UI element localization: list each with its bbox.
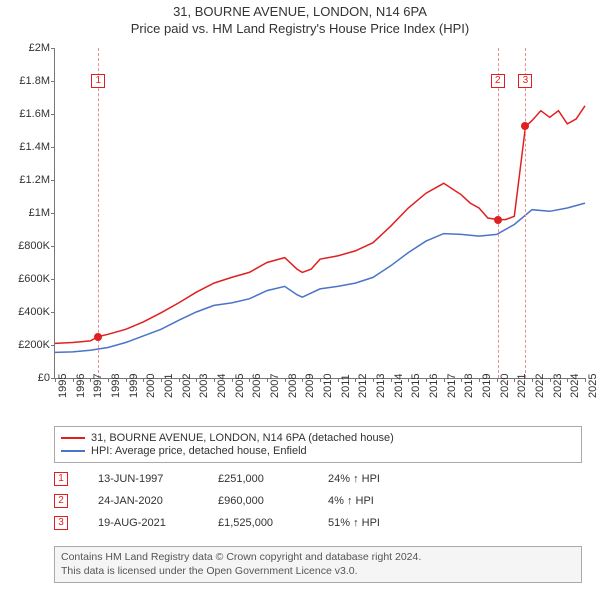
x-tick-label: 1997: [92, 374, 104, 398]
marker-box: 3: [518, 74, 532, 88]
marker-vline: [525, 48, 526, 378]
x-tick-label: 2022: [534, 374, 546, 398]
x-tick-label: 2009: [304, 374, 316, 398]
price_paid-line: [55, 106, 585, 344]
legend-label: HPI: Average price, detached house, Enfi…: [91, 445, 307, 457]
x-tick-label: 2011: [340, 374, 352, 398]
x-tick-label: 2010: [322, 374, 334, 398]
x-tick-label: 2006: [251, 374, 263, 398]
sale-date: 24-JAN-2020: [98, 495, 218, 507]
sale-row: 2 24-JAN-2020£960,0004% ↑ HPI: [54, 490, 428, 512]
sale-diff: 24% ↑ HPI: [328, 473, 428, 485]
marker-vline: [98, 48, 99, 378]
sale-date: 19-AUG-2021: [98, 517, 218, 529]
attribution-line-1: Contains HM Land Registry data © Crown c…: [61, 551, 575, 565]
sale-point: [94, 333, 102, 341]
legend-item: 31, BOURNE AVENUE, LONDON, N14 6PA (deta…: [61, 432, 575, 444]
y-tick-label: £1.8M: [19, 75, 50, 87]
x-tick-label: 2020: [499, 374, 511, 398]
x-tick-label: 1998: [110, 374, 122, 398]
sale-row: 3 19-AUG-2021£1,525,00051% ↑ HPI: [54, 512, 428, 534]
legend-swatch: [61, 437, 85, 439]
x-tick-label: 2000: [145, 374, 157, 398]
sale-badge: 2: [54, 494, 68, 508]
sale-diff: 51% ↑ HPI: [328, 517, 428, 529]
x-tick-label: 2015: [410, 374, 422, 398]
sale-badge: 1: [54, 472, 68, 486]
sales-table: 1 13-JUN-1997£251,00024% ↑ HPI 2 24-JAN-202…: [54, 468, 428, 534]
legend-swatch: [61, 450, 85, 452]
y-tick-label: £1.4M: [19, 141, 50, 153]
x-tick-label: 2001: [163, 374, 175, 398]
x-tick-label: 2013: [375, 374, 387, 398]
x-axis-labels: 1995199619971998199920002001200220032004…: [54, 382, 584, 422]
x-tick-label: 2007: [269, 374, 281, 398]
x-tick-label: 2014: [393, 374, 405, 398]
legend: 31, BOURNE AVENUE, LONDON, N14 6PA (deta…: [54, 426, 582, 463]
attribution-line-2: This data is licensed under the Open Gov…: [61, 565, 575, 579]
x-tick-label: 2004: [216, 374, 228, 398]
y-tick-label: £1M: [29, 207, 50, 219]
x-tick-label: 2008: [287, 374, 299, 398]
sale-point: [494, 216, 502, 224]
title-line-1: 31, BOURNE AVENUE, LONDON, N14 6PA: [0, 4, 600, 19]
y-axis-labels: £0£200K£400K£600K£800K£1M£1.2M£1.4M£1.6M…: [0, 48, 54, 378]
sale-price: £251,000: [218, 473, 328, 485]
y-tick-label: £400K: [18, 306, 50, 318]
x-tick-label: 2016: [428, 374, 440, 398]
legend-label: 31, BOURNE AVENUE, LONDON, N14 6PA (deta…: [91, 432, 394, 444]
x-tick-label: 2021: [516, 374, 528, 398]
sale-date: 13-JUN-1997: [98, 473, 218, 485]
sale-badge: 3: [54, 516, 68, 530]
attribution-box: Contains HM Land Registry data © Crown c…: [54, 546, 582, 583]
x-tick-label: 1995: [57, 374, 69, 398]
legend-item: HPI: Average price, detached house, Enfi…: [61, 445, 575, 457]
marker-box: 1: [91, 74, 105, 88]
marker-box: 2: [491, 74, 505, 88]
x-tick-label: 2003: [198, 374, 210, 398]
x-tick-label: 2012: [357, 374, 369, 398]
sale-price: £960,000: [218, 495, 328, 507]
x-tick-label: 2005: [234, 374, 246, 398]
title-line-2: Price paid vs. HM Land Registry's House …: [0, 21, 600, 36]
sale-price: £1,525,000: [218, 517, 328, 529]
x-tick-label: 1996: [75, 374, 87, 398]
chart-area: 1 23: [54, 48, 585, 379]
sale-point: [521, 122, 529, 130]
y-tick-label: £1.2M: [19, 174, 50, 186]
sale-diff: 4% ↑ HPI: [328, 495, 428, 507]
y-tick-label: £200K: [18, 339, 50, 351]
x-tick-label: 2018: [463, 374, 475, 398]
y-tick-label: £600K: [18, 273, 50, 285]
sale-row: 1 13-JUN-1997£251,00024% ↑ HPI: [54, 468, 428, 490]
x-tick-label: 2002: [181, 374, 193, 398]
y-tick-label: £2M: [29, 42, 50, 54]
chart-container: 31, BOURNE AVENUE, LONDON, N14 6PA Price…: [0, 0, 600, 590]
y-tick-label: £0: [38, 372, 50, 384]
x-tick-label: 1999: [128, 374, 140, 398]
y-tick-label: £1.6M: [19, 108, 50, 120]
x-tick-label: 2024: [569, 374, 581, 398]
hpi-line: [55, 203, 585, 352]
x-tick-label: 2023: [552, 374, 564, 398]
x-tick-label: 2017: [446, 374, 458, 398]
chart-lines-svg: [55, 48, 585, 378]
title-block: 31, BOURNE AVENUE, LONDON, N14 6PA Price…: [0, 0, 600, 36]
x-tick-label: 2019: [481, 374, 493, 398]
x-tick-label: 2025: [587, 374, 599, 398]
marker-vline: [498, 48, 499, 378]
y-tick-label: £800K: [18, 240, 50, 252]
